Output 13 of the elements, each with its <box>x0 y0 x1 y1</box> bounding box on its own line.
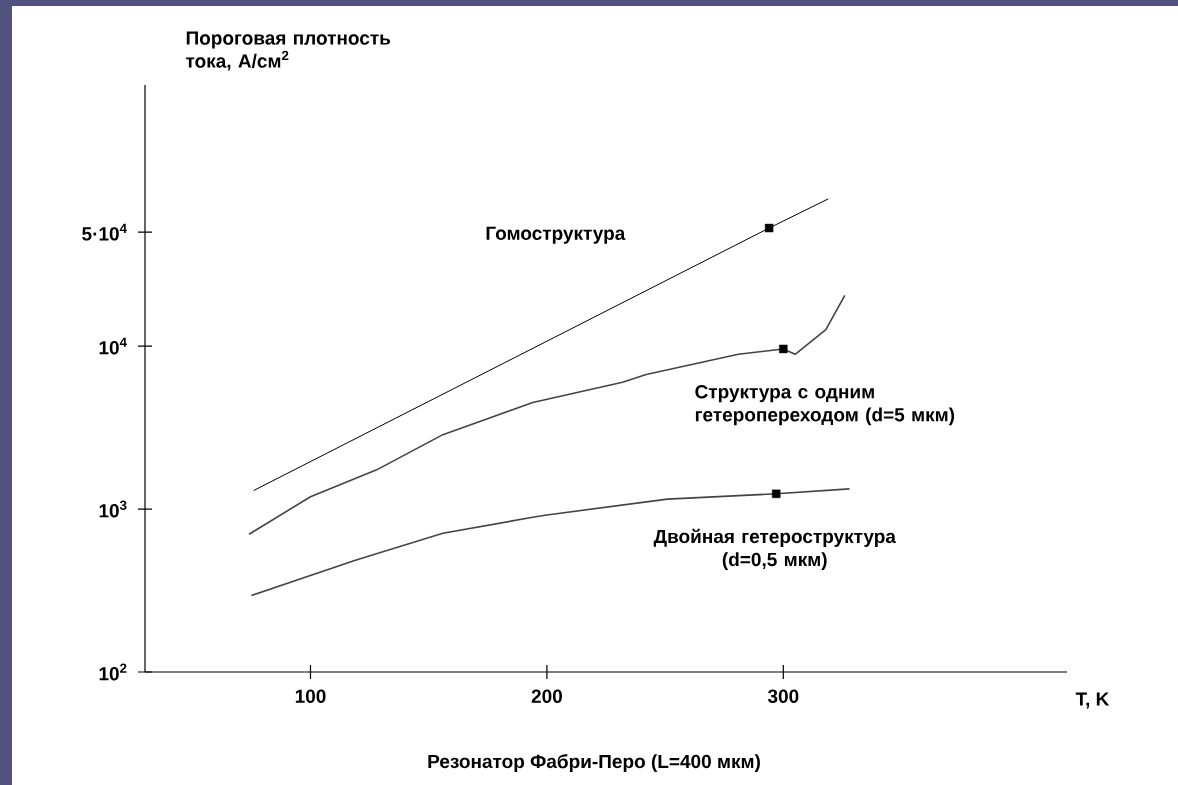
series-label: Структура с одним гетеропереходом (d=5 мкм) <box>695 385 955 426</box>
series-label: Двойная гетероструктура (d=0,5 мкм) <box>653 528 897 570</box>
x-tick-label: 200 <box>531 689 562 703</box>
y-axis-title: Пороговая плотность тока, А/см$^{2}$ <box>186 31 391 71</box>
y-tick-label: 10$^{4}$ <box>99 337 127 355</box>
x-tick-label: 100 <box>295 689 326 703</box>
text: Гомоструктура <box>486 226 626 244</box>
y-tick-label: 10$^{2}$ <box>99 663 127 681</box>
x-tick-label: 300 <box>767 689 799 703</box>
x-axis-title: T, K <box>1075 692 1110 709</box>
text: Резонатор Фабри-Перо (L=400 мкм) <box>428 754 760 772</box>
y-tick-label: 5·10$^{4}$ <box>82 223 127 241</box>
y-tick-label: 10$^{3}$ <box>99 500 127 518</box>
